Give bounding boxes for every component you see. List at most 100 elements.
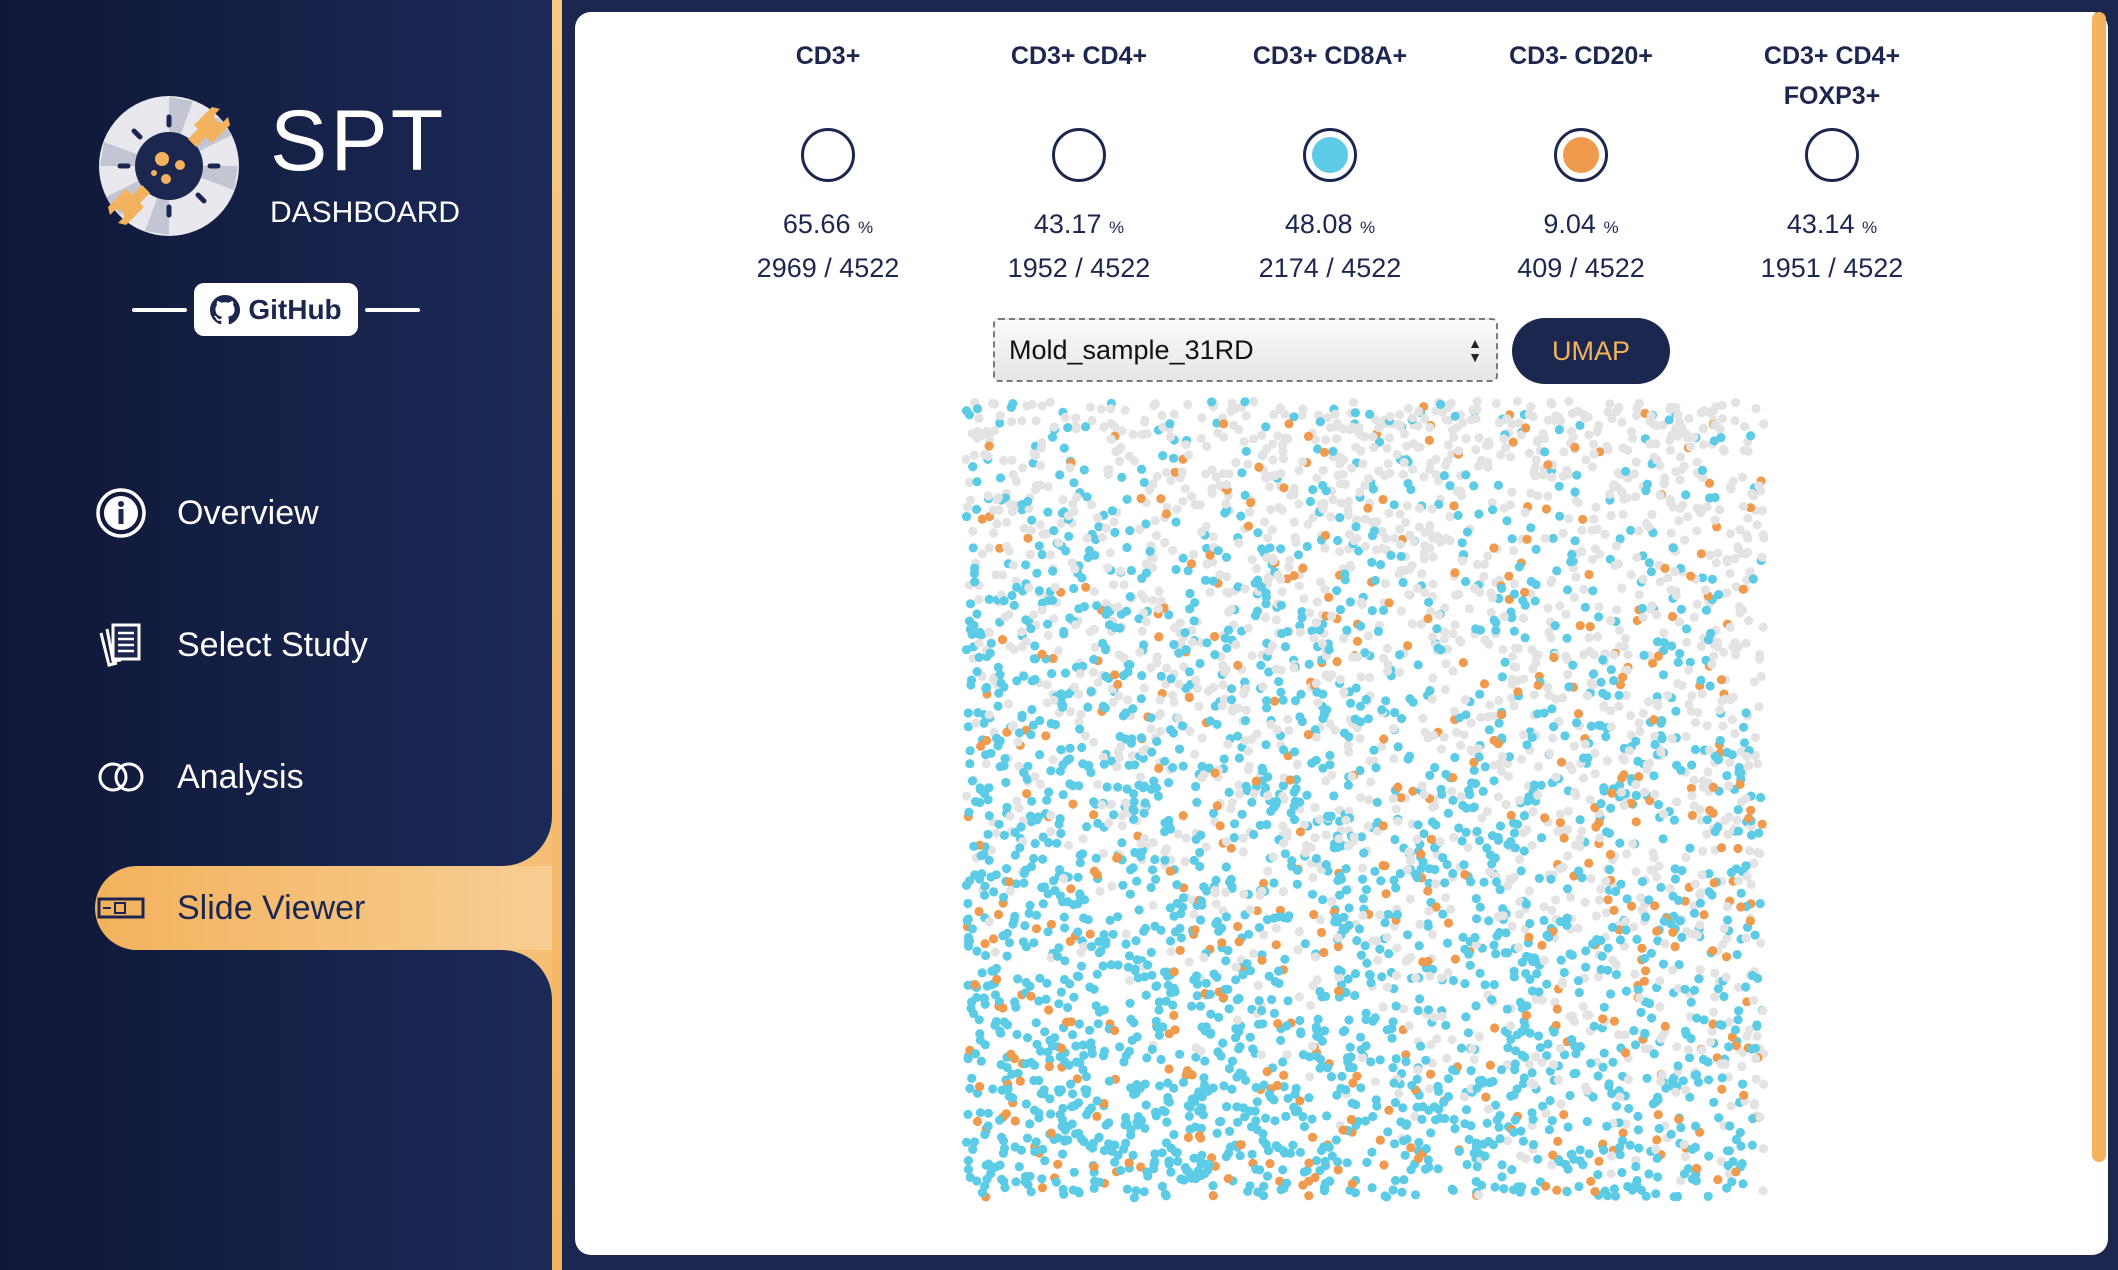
cell-dot (1414, 522, 1424, 532)
cell-dot (1064, 531, 1074, 541)
cell-dot (1316, 927, 1327, 938)
cell-dot (1708, 782, 1718, 792)
cell-dot (1074, 781, 1084, 791)
cell-dot (1709, 651, 1719, 661)
cell-dot (990, 947, 1000, 957)
cell-dot (1219, 419, 1229, 429)
cell-dot (1293, 550, 1304, 560)
cell-dot (1333, 941, 1343, 952)
cell-dot (1546, 874, 1556, 884)
marker-toggle[interactable] (1805, 128, 1859, 182)
cell-dot (1007, 590, 1017, 601)
cell-dot (1371, 415, 1381, 425)
cell-dot (1357, 1053, 1367, 1063)
cell-dot (1024, 908, 1034, 919)
cell-dot (1690, 879, 1700, 889)
cell-dot (1485, 850, 1495, 860)
cell-dot (1154, 763, 1164, 773)
cell-dot (1660, 473, 1670, 483)
cell-dot (1569, 741, 1579, 751)
cell-dot (1151, 1016, 1161, 1026)
cell-dot (1680, 984, 1690, 994)
cell-dot (1142, 1053, 1152, 1063)
cell-dot (1002, 1062, 1012, 1073)
cell-dot (1349, 832, 1359, 842)
cell-dot (1441, 415, 1451, 425)
cell-dot (1461, 803, 1472, 813)
cell-dot (1115, 731, 1125, 742)
cell-dot (1397, 714, 1407, 724)
sample-select[interactable]: Mold_sample_31RD ▲ ▼ (993, 318, 1498, 382)
cell-dot (1603, 943, 1613, 953)
cell-dot (1629, 1182, 1640, 1192)
cell-dot (1618, 672, 1628, 682)
marker-toggle[interactable] (1052, 128, 1106, 182)
cell-dot (1754, 828, 1764, 838)
nav-label: Analysis (177, 757, 304, 796)
cell-dot (1056, 828, 1066, 838)
cell-dot (1063, 1002, 1073, 1013)
nav-item-select-study[interactable]: Select Study (95, 603, 368, 687)
cell-dot (988, 1084, 998, 1094)
marker-name: CD3+ CD4+ FOXP3+ (1763, 42, 1901, 110)
cell-dot (1081, 1088, 1091, 1099)
cell-dot (1528, 1114, 1538, 1124)
cell-dot (1603, 965, 1613, 975)
cell-dot (1025, 549, 1036, 560)
marker-toggle[interactable] (801, 128, 855, 182)
umap-button[interactable]: UMAP (1512, 318, 1670, 384)
cell-dot (1191, 1052, 1201, 1062)
cell-dot (1106, 404, 1116, 414)
cell-dot (1750, 732, 1760, 743)
cell-dot (1525, 918, 1535, 929)
cell-dot (1356, 1032, 1366, 1042)
cell-dot (1695, 890, 1705, 900)
cell-dot (1124, 951, 1134, 961)
cell-dot (1308, 981, 1318, 991)
cell-dot (1259, 930, 1269, 940)
cell-dot (1175, 923, 1185, 934)
cell-dot (1178, 902, 1188, 912)
cell-dot (1582, 1086, 1592, 1096)
nav-item-analysis[interactable]: Analysis (95, 735, 304, 819)
cell-dot (1294, 465, 1304, 475)
cell-dot (1166, 674, 1176, 684)
cell-dot (1129, 789, 1139, 799)
scrollbar[interactable] (2092, 12, 2106, 1162)
cell-dot (1256, 660, 1266, 670)
cell-dot (1698, 776, 1708, 786)
cell-dot (1166, 1167, 1176, 1177)
cell-dot (1106, 434, 1116, 444)
cell-dot (1187, 1001, 1197, 1011)
cell-dot (1544, 1125, 1554, 1135)
cell-dot (1222, 480, 1232, 490)
cell-dot (1438, 853, 1448, 863)
cell-dot (1282, 1021, 1292, 1031)
marker-toggle[interactable] (1554, 128, 1608, 182)
cell-dot (1540, 447, 1550, 457)
cell-dot (1237, 1069, 1247, 1079)
cell-dot (1589, 650, 1599, 660)
cell-dot (1084, 1106, 1094, 1116)
cell-dot (1466, 877, 1476, 887)
cell-dot (1412, 834, 1422, 844)
cell-dot (1378, 860, 1388, 871)
cell-dot (1211, 899, 1221, 909)
cell-dot (1121, 798, 1131, 808)
cell-dot (1722, 771, 1732, 781)
cell-dot (1477, 1180, 1487, 1190)
nav-item-slide-viewer[interactable]: Slide Viewer (95, 866, 365, 950)
cell-dot (1471, 1138, 1481, 1148)
cell-dot (1406, 1165, 1416, 1175)
github-button[interactable]: GitHub (194, 283, 358, 336)
cell-dot (981, 684, 991, 694)
cell-dot (1156, 494, 1166, 504)
cell-dot (1243, 521, 1254, 531)
cell-dot (1467, 1044, 1477, 1054)
cell-dot (1607, 788, 1617, 798)
cell-dot (1045, 1094, 1055, 1104)
marker-toggle[interactable] (1303, 128, 1357, 182)
cell-dot (1703, 767, 1713, 777)
cell-dot (1247, 797, 1257, 807)
nav-item-overview[interactable]: Overview (95, 471, 319, 555)
